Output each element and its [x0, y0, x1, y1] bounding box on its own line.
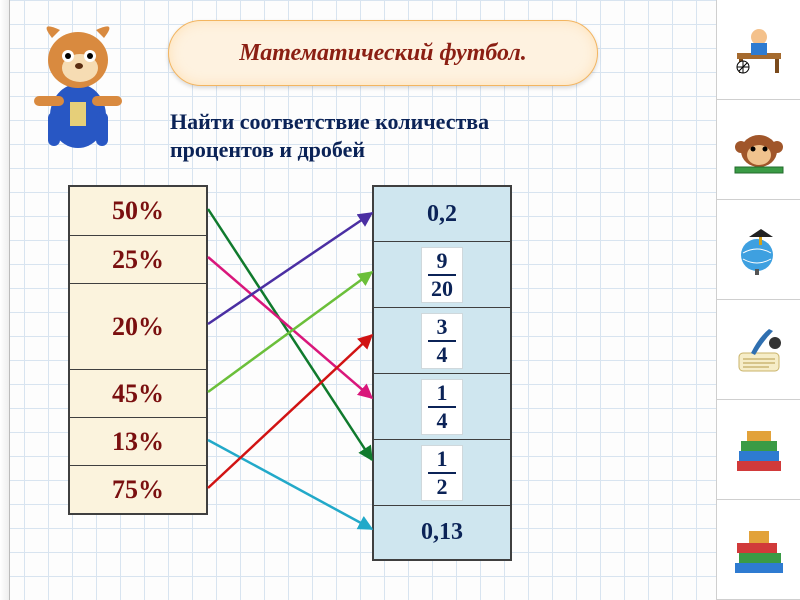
numerator: 3	[437, 316, 448, 338]
denominator: 20	[431, 278, 453, 300]
percent-cell: 25%	[70, 235, 206, 283]
student-desk-icon	[716, 0, 800, 100]
fraction-cell: 0,13	[374, 505, 510, 559]
decimal-value: 0,2	[427, 201, 457, 228]
percent-cell: 45%	[70, 369, 206, 417]
subtitle-line2: процентов и дробей	[170, 137, 365, 162]
numerator: 1	[437, 382, 448, 404]
percent-cell: 20%	[70, 283, 206, 369]
denominator: 4	[437, 410, 448, 432]
fraction: 9 20	[421, 247, 463, 303]
percent-cell: 13%	[70, 417, 206, 465]
percent-cell: 75%	[70, 465, 206, 513]
fraction-cell: 9 20	[374, 241, 510, 307]
thinking-monkey-icon	[716, 100, 800, 200]
fraction-cell: 1 2	[374, 439, 510, 505]
globe-hat-icon	[716, 200, 800, 300]
mascot-squirrel-icon	[18, 16, 138, 156]
fraction-cell: 0,2	[374, 187, 510, 241]
left-rule	[0, 0, 10, 600]
fraction-table: 0,2 9 20 3 4 1 4 1 2 0,13	[372, 185, 512, 561]
subtitle-line1: Найти соответствие количества	[170, 109, 489, 134]
fraction: 3 4	[421, 313, 463, 369]
book-stack2-icon	[716, 500, 800, 600]
percent-cell: 50%	[70, 187, 206, 235]
title-banner: Математический футбол.	[168, 20, 598, 86]
fraction: 1 4	[421, 379, 463, 435]
fraction-cell: 3 4	[374, 307, 510, 373]
fraction: 1 2	[421, 445, 463, 501]
book-stack-icon	[716, 400, 800, 500]
subtitle: Найти соответствие количества процентов …	[170, 108, 600, 163]
numerator: 1	[437, 448, 448, 470]
quill-scroll-icon	[716, 300, 800, 400]
numerator: 9	[437, 250, 448, 272]
clipart-sidebar	[716, 0, 800, 600]
fraction-cell: 1 4	[374, 373, 510, 439]
percent-table: 50% 25% 20% 45% 13% 75%	[68, 185, 208, 515]
denominator: 2	[437, 476, 448, 498]
title-text: Математический футбол.	[239, 40, 527, 67]
denominator: 4	[437, 344, 448, 366]
decimal-value: 0,13	[421, 519, 463, 546]
